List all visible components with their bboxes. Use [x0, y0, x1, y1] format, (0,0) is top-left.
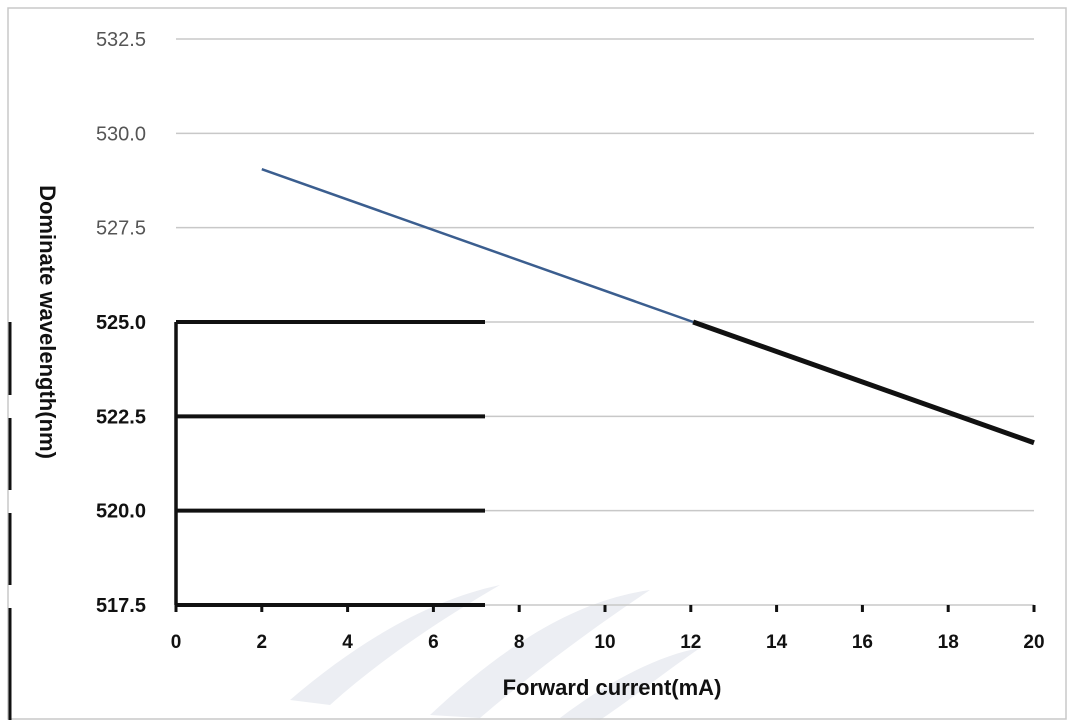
axes: [8, 322, 1036, 720]
x-tick-label: 12: [680, 632, 701, 653]
x-tick-label: 6: [428, 632, 439, 653]
x-tick-label: 2: [257, 632, 268, 653]
series-line-segment-lower: [692, 319, 1035, 446]
series-lines: [261, 168, 1035, 446]
watermark-swoosh-right: [560, 648, 700, 720]
watermark-swoosh-left: [290, 585, 500, 705]
y-tick-label: 525.0: [96, 312, 146, 334]
watermark-swoosh-middle: [430, 590, 650, 718]
x-axis-title: Forward current(mA): [503, 675, 722, 700]
chart-frame-border: [7, 7, 1067, 720]
y-tick-label: 530.0: [96, 123, 146, 145]
watermark-logo: [290, 585, 700, 720]
x-tick-label: 14: [766, 632, 788, 653]
x-tick-label: 4: [342, 632, 353, 653]
y-tick-label: 527.5: [96, 218, 146, 240]
x-tick-label: 8: [514, 632, 525, 653]
y-tick-label: 522.5: [96, 406, 146, 428]
y-tick-label: 532.5: [96, 29, 146, 51]
tick-labels: 517.5 520.0 522.5 525.0 527.5 530.0 532.5 0 2 4 6 8…: [96, 29, 1045, 653]
x-tick-label: 0: [171, 632, 182, 653]
gridlines: [176, 38, 1034, 607]
y-tick-label: 520.0: [96, 501, 146, 523]
series-line-segment-upper: [261, 168, 694, 324]
x-tick-label: 20: [1023, 632, 1044, 653]
x-tick-label: 10: [594, 632, 615, 653]
y-axis-title: Dominate wavelength(nm): [35, 185, 60, 459]
y-tick-label: 517.5: [96, 595, 146, 617]
x-tick-label: 16: [852, 632, 873, 653]
x-tick-label: 18: [938, 632, 959, 653]
